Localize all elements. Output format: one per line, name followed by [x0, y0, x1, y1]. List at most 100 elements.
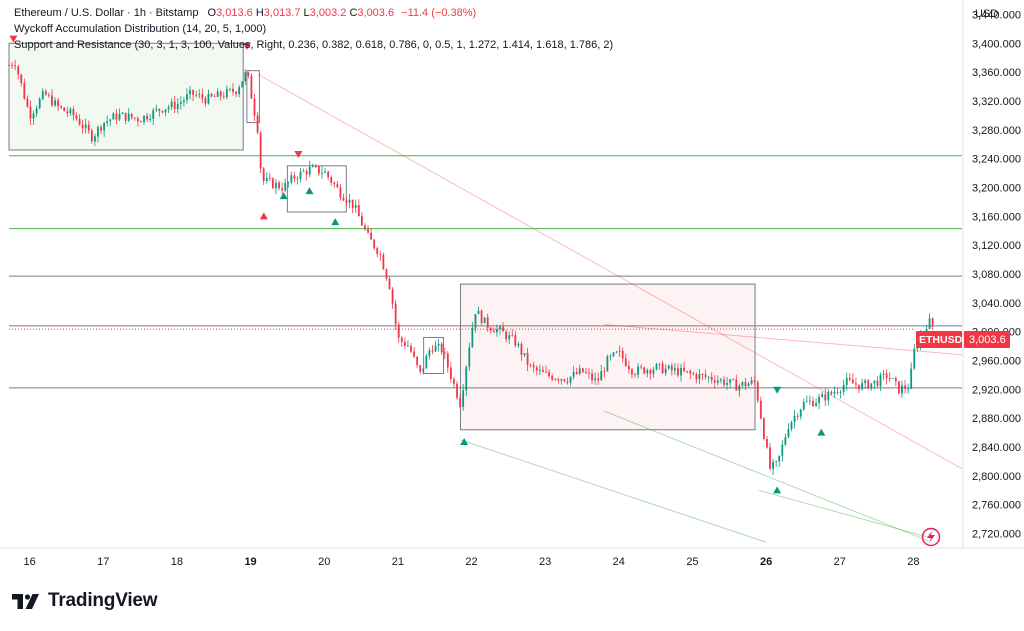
- candle: [51, 89, 53, 107]
- candle: [477, 306, 480, 315]
- indicator-support-resistance[interactable]: Support and Resistance (30, 3, 1, 3, 100…: [14, 39, 614, 51]
- candle: [146, 112, 148, 123]
- candle: [410, 343, 412, 354]
- candle: [821, 391, 824, 398]
- y-tick-label: 3,280.000: [972, 125, 1021, 137]
- candle: [627, 360, 630, 374]
- candle-body: [670, 365, 673, 371]
- interval-label[interactable]: 1h: [133, 7, 146, 19]
- low-value: 3,003.2: [309, 7, 347, 19]
- candle: [23, 78, 26, 100]
- y-tick-label: 3,240.000: [972, 154, 1021, 166]
- candle-body: [640, 366, 643, 368]
- candle: [133, 117, 136, 121]
- currency-label[interactable]: USD: [975, 8, 998, 20]
- candle-body: [272, 178, 274, 189]
- candle: [858, 384, 860, 394]
- candle-body: [747, 383, 750, 387]
- trendline: [758, 489, 929, 538]
- candle-body: [517, 344, 520, 346]
- candle: [422, 368, 425, 375]
- candle-body: [664, 368, 667, 374]
- zone-box: [246, 70, 260, 124]
- candle: [342, 193, 345, 202]
- candle: [339, 184, 342, 201]
- candle: [459, 394, 461, 409]
- time-axis[interactable]: 16 17 18 19 20 21 22 23 24 25 26 27 28: [23, 556, 919, 568]
- candle: [851, 373, 854, 384]
- signal-marker: [259, 212, 268, 220]
- candle-body: [360, 216, 363, 226]
- candle: [14, 59, 17, 71]
- candle: [597, 372, 600, 386]
- candle: [94, 133, 96, 146]
- candle-body: [167, 107, 170, 110]
- candle-body: [318, 166, 320, 174]
- candle-body: [594, 378, 597, 381]
- candle: [149, 114, 152, 123]
- candle: [192, 89, 195, 102]
- candle: [612, 351, 615, 358]
- candle: [443, 347, 446, 360]
- candle: [741, 381, 744, 388]
- candle-body: [615, 351, 618, 353]
- candle-body: [247, 72, 250, 76]
- candle: [658, 363, 661, 370]
- candle: [511, 329, 514, 337]
- candle-body: [738, 385, 741, 391]
- candle-body: [207, 93, 210, 104]
- signal-marker: [305, 187, 314, 195]
- candle-body: [634, 374, 636, 376]
- candle-body: [631, 369, 633, 375]
- candle: [130, 113, 133, 120]
- candle: [57, 97, 59, 112]
- candle: [229, 87, 231, 92]
- candle: [400, 336, 403, 347]
- candle: [744, 378, 747, 390]
- ohlc-values: O3,013.6 H3,013.7 L3,003.2 C3,003.6 −11.…: [207, 7, 477, 19]
- candle-body: [867, 380, 870, 389]
- candle: [256, 112, 259, 135]
- candle-body: [97, 127, 99, 137]
- candle: [913, 343, 916, 370]
- replay-icon[interactable]: [921, 527, 941, 547]
- y-tick-label: 3,400.000: [972, 38, 1021, 50]
- y-tick-label: 2,720.000: [972, 529, 1021, 541]
- candle: [385, 268, 388, 281]
- candle-body: [158, 108, 161, 111]
- candle: [348, 193, 351, 209]
- candle: [198, 89, 201, 99]
- indicator-wyckoff[interactable]: Wyckoff Accumulation Distribution (14, 2…: [14, 23, 267, 35]
- candle-body: [600, 371, 603, 381]
- candle-body: [532, 365, 535, 368]
- x-tick-label: 21: [392, 556, 404, 568]
- candle: [474, 313, 477, 333]
- open-value: 3,013.6: [216, 7, 253, 19]
- candle: [606, 354, 609, 372]
- tradingview-logo[interactable]: TradingView: [12, 590, 158, 612]
- candle-body: [548, 372, 550, 376]
- y-tick-label: 3,160.000: [972, 211, 1021, 223]
- candle-body: [26, 98, 29, 107]
- candle: [391, 287, 394, 309]
- candle-body: [741, 382, 744, 386]
- symbol-name[interactable]: Ethereum / U.S. Dollar: [14, 7, 125, 19]
- candle: [563, 378, 566, 383]
- candle-body: [431, 350, 434, 352]
- last-price-label: 3,003.6: [969, 334, 1006, 346]
- candle: [588, 368, 590, 380]
- candle-body: [882, 373, 885, 375]
- candle-body: [394, 303, 397, 325]
- candle-body: [505, 331, 508, 340]
- x-tick-label: 16: [23, 556, 35, 568]
- signal-marker: [279, 192, 288, 200]
- candle-body: [20, 74, 23, 84]
- candle-body: [830, 391, 833, 394]
- candle-body: [84, 124, 87, 129]
- candle-body: [569, 376, 572, 383]
- candle-body: [186, 94, 188, 101]
- candle-body: [400, 337, 403, 342]
- candle-body: [302, 171, 305, 173]
- candle-body: [465, 366, 468, 391]
